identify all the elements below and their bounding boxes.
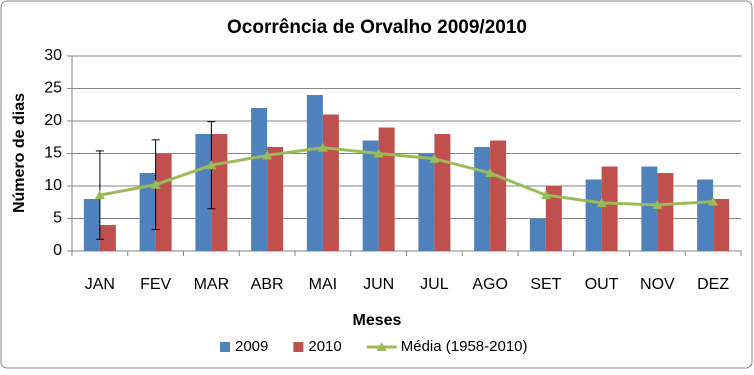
- y-tick-label: 10: [44, 177, 62, 194]
- x-tick-label: ABR: [251, 276, 284, 293]
- x-tick-label: FEV: [140, 276, 171, 293]
- bar: [267, 147, 284, 251]
- x-tick-label: AGO: [472, 276, 508, 293]
- x-tick-label: OUT: [585, 276, 619, 293]
- y-tick-label: 25: [44, 80, 62, 97]
- x-tick-label: JUL: [420, 276, 449, 293]
- x-tick-label: JAN: [85, 276, 115, 293]
- bar: [99, 225, 116, 251]
- x-tick-label: JUN: [363, 276, 394, 293]
- line: [99, 146, 714, 207]
- x-tick-label: MAI: [309, 276, 337, 293]
- legend-swatch: [293, 342, 304, 352]
- bar: [545, 186, 562, 251]
- line-marker: [317, 142, 328, 152]
- line-marker: [485, 168, 496, 177]
- bar: [155, 153, 172, 251]
- y-tick-label: 5: [53, 210, 62, 227]
- line-marker: [540, 190, 551, 200]
- line-marker: [94, 190, 105, 200]
- legend-marker: [376, 342, 387, 351]
- legend-label: Média (1958-2010): [401, 338, 528, 355]
- bar: [211, 134, 228, 251]
- bar: [322, 114, 339, 251]
- line-marker: [429, 153, 440, 163]
- bar: [490, 140, 507, 251]
- legend-swatch: [220, 342, 230, 352]
- bar: [195, 134, 212, 251]
- legend-label: 2009: [235, 338, 268, 355]
- line-marker: [708, 196, 719, 206]
- legend-label: 2010: [308, 338, 341, 355]
- x-tick-label: SET: [530, 276, 561, 293]
- bar: [251, 108, 268, 251]
- y-tick-label: 20: [44, 112, 62, 129]
- y-tick-label: 30: [44, 47, 62, 64]
- bar: [139, 173, 156, 251]
- y-tick-label: 15: [44, 145, 62, 162]
- bar: [83, 199, 100, 251]
- line-marker: [373, 148, 384, 158]
- y-tick-label: 0: [53, 242, 62, 259]
- y-axis-label: Número de dias: [11, 93, 28, 213]
- line-marker: [596, 197, 607, 207]
- x-axis-label: Meses: [353, 312, 402, 329]
- x-tick-label: MAR: [194, 276, 230, 293]
- line-marker: [262, 150, 273, 160]
- bar: [474, 147, 491, 251]
- line-marker: [206, 160, 217, 170]
- bar: [641, 166, 658, 251]
- bar: [306, 95, 323, 251]
- x-tick-label: DEZ: [697, 276, 729, 293]
- bar: [378, 127, 395, 251]
- bar: [713, 199, 730, 251]
- x-tick-label: NOV: [640, 276, 675, 293]
- bar: [657, 173, 674, 251]
- bar: [601, 166, 618, 251]
- bar: [697, 179, 714, 251]
- bar: [418, 153, 435, 251]
- bar: [434, 134, 451, 251]
- bar: [362, 140, 379, 251]
- line-marker: [150, 179, 161, 189]
- line-marker: [652, 199, 663, 209]
- bar: [529, 218, 546, 251]
- chart-title: Ocorrência de Orvalho 2009/2010: [227, 17, 527, 38]
- bar: [585, 179, 602, 251]
